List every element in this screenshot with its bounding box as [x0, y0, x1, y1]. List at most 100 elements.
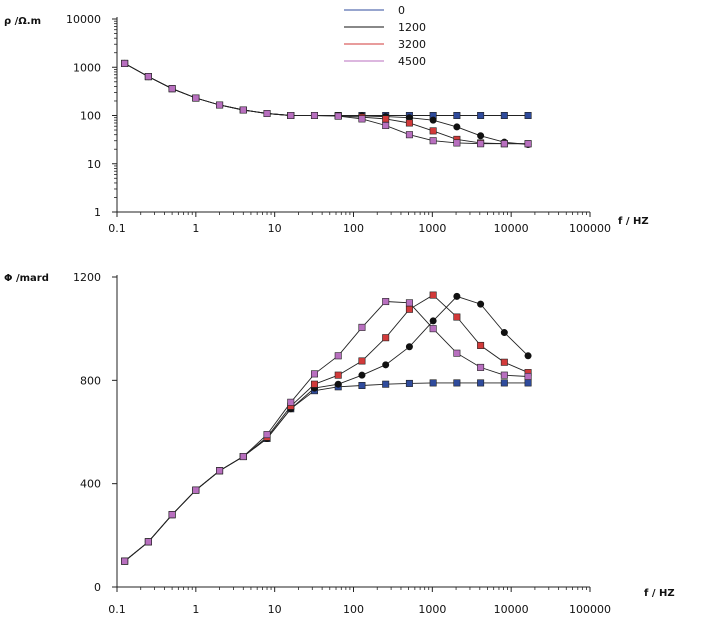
x-tick-label: 1000: [418, 603, 446, 616]
data-point-4500: [144, 73, 152, 81]
y-tick-label: 1000: [73, 61, 101, 74]
data-point-1200: [358, 371, 366, 379]
y-tick-label: 400: [80, 478, 101, 491]
data-point-4500: [168, 85, 176, 93]
data-point-4500: [310, 112, 318, 120]
y-tick-label: 1: [94, 206, 101, 219]
x-tick-label: 100000: [569, 222, 611, 235]
data-point-4500: [453, 139, 461, 147]
data-point-4500: [382, 298, 390, 306]
data-point-4500: [500, 371, 508, 379]
data-point-3200: [453, 313, 461, 321]
data-point-0: [524, 112, 532, 120]
x-tick-label: 10: [268, 603, 282, 616]
data-point-4500: [453, 349, 461, 357]
x-tick-label: 100: [343, 603, 364, 616]
series-line-4500: [124, 301, 529, 562]
x-tick-label: 1: [192, 222, 199, 235]
x-tick-label: 10000: [494, 603, 529, 616]
data-point-1200: [429, 317, 437, 325]
x-tick-label: 10: [268, 222, 282, 235]
data-point-3200: [405, 305, 413, 313]
data-point-0: [453, 379, 461, 387]
data-point-3200: [405, 119, 413, 127]
data-point-4500: [429, 137, 437, 145]
data-point-4500: [287, 112, 295, 120]
y-axis-title: Φ /mard: [4, 273, 49, 284]
series-line-1200: [124, 63, 529, 145]
series-line-0: [124, 382, 529, 562]
data-point-4500: [477, 140, 485, 148]
data-point-1200: [405, 343, 413, 351]
data-point-4500: [429, 325, 437, 333]
data-point-1200: [334, 380, 342, 388]
data-point-0: [524, 379, 532, 387]
data-point-1200: [524, 352, 532, 360]
x-tick-label: 0.1: [108, 603, 126, 616]
data-point-3200: [429, 127, 437, 135]
data-point-1200: [500, 329, 508, 337]
data-point-4500: [334, 352, 342, 360]
legend-label: 0: [398, 4, 405, 17]
data-point-4500: [334, 112, 342, 120]
y-axis-title: ρ /Ω.m: [4, 16, 41, 27]
data-point-4500: [263, 431, 271, 439]
data-point-4500: [192, 486, 200, 494]
data-point-0: [405, 379, 413, 387]
data-point-3200: [429, 291, 437, 299]
x-tick-label: 100: [343, 222, 364, 235]
data-point-0: [382, 380, 390, 388]
data-point-4500: [358, 115, 366, 123]
data-point-4500: [192, 94, 200, 102]
resistivity-chart: 0.1 1 10 100 1000 10000 100000 10000 1000 100 10 1 ρ…: [4, 13, 649, 235]
y-tick-label: 10: [87, 158, 101, 171]
data-point-4500: [216, 467, 224, 475]
data-point-4500: [405, 299, 413, 307]
data-point-4500: [168, 511, 176, 519]
x-tick-label: 10000: [494, 222, 529, 235]
data-point-3200: [382, 115, 390, 123]
x-axis-title: f / HZ: [618, 216, 649, 227]
data-point-4500: [121, 59, 129, 67]
data-point-1200: [453, 123, 461, 131]
data-point-3200: [477, 341, 485, 349]
data-point-4500: [382, 122, 390, 130]
data-point-3200: [334, 371, 342, 379]
data-point-0: [477, 379, 485, 387]
data-point-3200: [358, 357, 366, 365]
y-tick-label: 800: [80, 374, 101, 387]
data-point-4500: [310, 370, 318, 378]
series-line-0: [124, 63, 529, 116]
data-point-1200: [477, 132, 485, 140]
data-point-0: [429, 379, 437, 387]
series-line-3200: [124, 63, 529, 145]
data-point-0: [453, 112, 461, 120]
data-point-3200: [500, 358, 508, 366]
data-point-4500: [239, 453, 247, 461]
data-point-0: [500, 112, 508, 120]
data-point-1200: [382, 361, 390, 369]
data-point-4500: [216, 101, 224, 109]
data-point-4500: [477, 363, 485, 371]
data-point-4500: [239, 106, 247, 114]
data-point-4500: [524, 372, 532, 380]
data-point-1200: [477, 300, 485, 308]
y-tick-label: 1200: [73, 271, 101, 284]
series-line-3200: [124, 294, 529, 562]
y-tick-label: 10000: [66, 13, 101, 26]
legend: 0 1200 3200 4500: [344, 4, 426, 68]
series-line-4500: [124, 63, 529, 145]
data-point-3200: [382, 334, 390, 342]
data-point-4500: [287, 398, 295, 406]
x-tick-label: 1000: [418, 222, 446, 235]
data-point-4500: [405, 131, 413, 139]
y-tick-label: 100: [80, 110, 101, 123]
data-point-1200: [453, 292, 461, 300]
x-tick-label: 100000: [569, 603, 611, 616]
data-point-1200: [429, 116, 437, 124]
x-tick-label: 1: [192, 603, 199, 616]
data-point-4500: [524, 140, 532, 148]
y-tick-label: 0: [94, 581, 101, 594]
data-point-0: [500, 379, 508, 387]
